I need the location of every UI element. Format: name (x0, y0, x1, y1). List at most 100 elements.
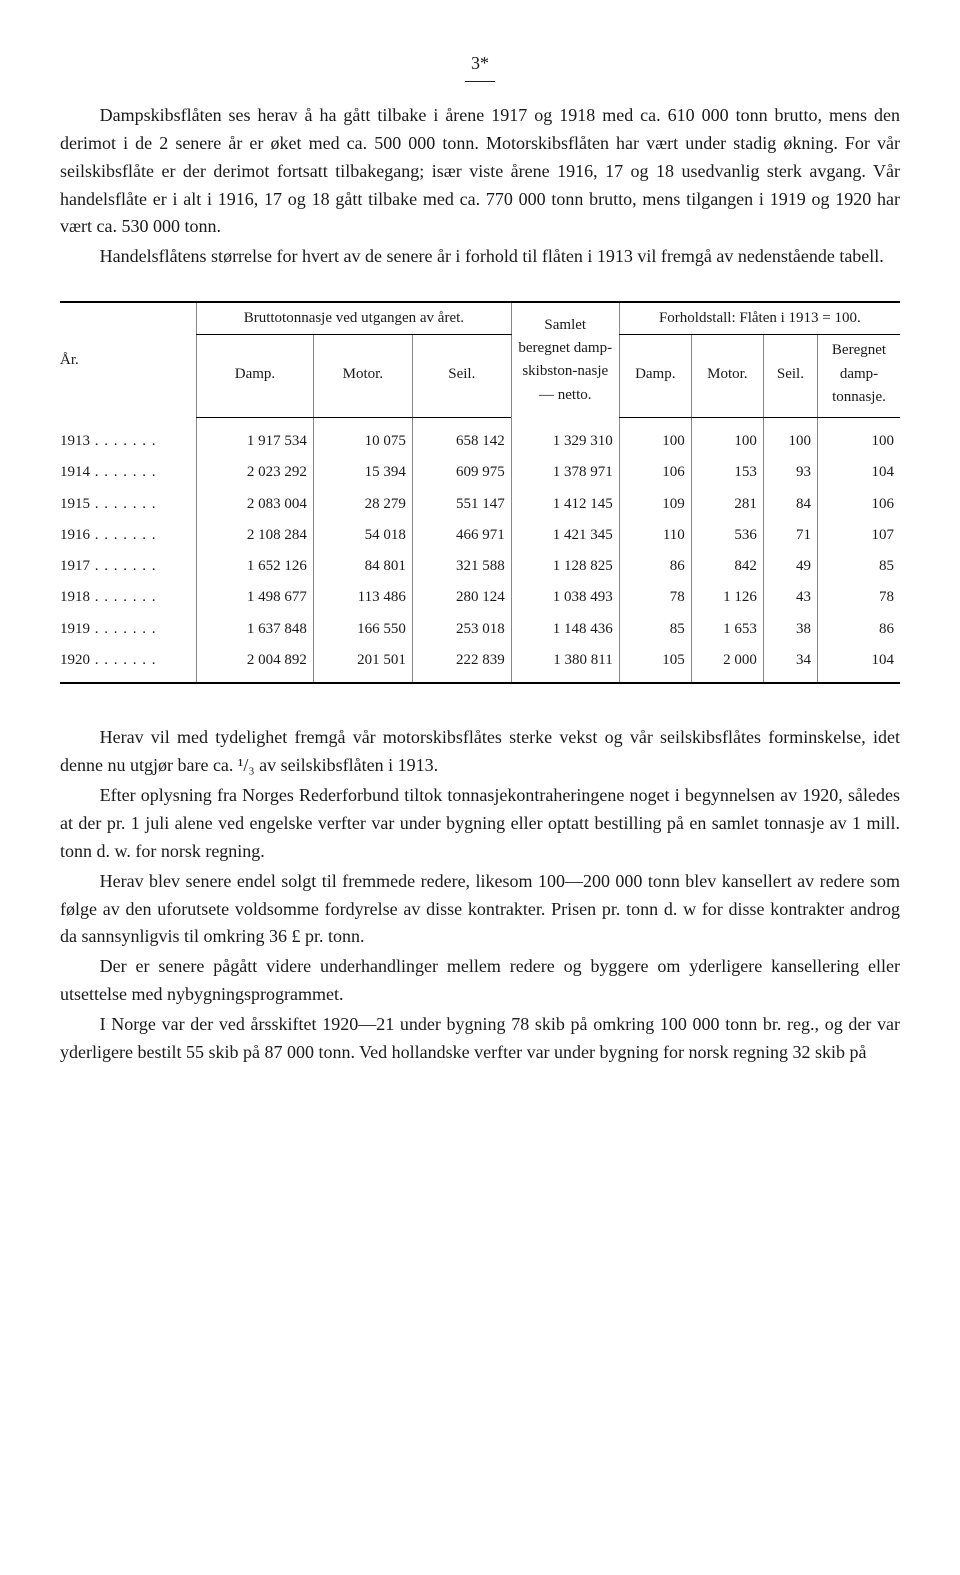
cell-fdamp: 100 (619, 418, 691, 458)
cell-motor: 28 279 (313, 489, 412, 520)
cell-damp: 2 023 292 (197, 457, 314, 488)
cell-samlet: 1 421 345 (511, 520, 619, 551)
paragraph-bottom-5: I Norge var der ved årsskiftet 1920—21 u… (60, 1011, 900, 1067)
cell-damp: 1 652 126 (197, 551, 314, 582)
cell-fseil: 84 (763, 489, 817, 520)
table-row: 19131 917 53410 075658 1421 329 31010010… (60, 418, 900, 458)
cell-fmotor: 536 (691, 520, 763, 551)
table-row: 19162 108 28454 018466 9711 421 34511053… (60, 520, 900, 551)
cell-motor: 54 018 (313, 520, 412, 551)
th-group-forhold: Forholdstall: Flåten i 1913 = 100. (619, 302, 900, 335)
cell-fdamp: 105 (619, 645, 691, 683)
cell-motor: 166 550 (313, 614, 412, 645)
th-beregnet: Beregnet damp-tonnasje. (818, 335, 901, 418)
cell-fdamp: 78 (619, 582, 691, 613)
cell-fmotor: 153 (691, 457, 763, 488)
th-damp: Damp. (197, 335, 314, 418)
cell-damp: 2 004 892 (197, 645, 314, 683)
cell-seil: 551 147 (412, 489, 511, 520)
cell-fmotor: 281 (691, 489, 763, 520)
cell-year: 1914 (60, 457, 197, 488)
cell-fdamp: 110 (619, 520, 691, 551)
paragraph-top-2: Handelsflåtens størrelse for hvert av de… (60, 243, 900, 271)
fleet-table: År. Bruttotonnasje ved utgangen av året.… (60, 301, 900, 684)
cell-fseil: 71 (763, 520, 817, 551)
cell-year: 1916 (60, 520, 197, 551)
cell-motor: 84 801 (313, 551, 412, 582)
cell-samlet: 1 128 825 (511, 551, 619, 582)
cell-fmotor: 1 126 (691, 582, 763, 613)
th-year: År. (60, 302, 197, 418)
cell-seil: 253 018 (412, 614, 511, 645)
cell-year: 1915 (60, 489, 197, 520)
table-row: 19171 652 12684 801321 5881 128 82586842… (60, 551, 900, 582)
cell-fdamp: 86 (619, 551, 691, 582)
cell-seil: 466 971 (412, 520, 511, 551)
cell-samlet: 1 378 971 (511, 457, 619, 488)
cell-samlet: 1 380 811 (511, 645, 619, 683)
cell-fmotor: 100 (691, 418, 763, 458)
cell-year: 1920 (60, 645, 197, 683)
cell-fseil: 34 (763, 645, 817, 683)
cell-motor: 201 501 (313, 645, 412, 683)
page-number: 3* (465, 50, 495, 82)
th-motor2: Motor. (691, 335, 763, 418)
cell-seil: 609 975 (412, 457, 511, 488)
cell-fseil: 43 (763, 582, 817, 613)
cell-fber: 86 (818, 614, 901, 645)
cell-fber: 78 (818, 582, 901, 613)
table-row: 19152 083 00428 279551 1471 412 14510928… (60, 489, 900, 520)
cell-year: 1917 (60, 551, 197, 582)
paragraph-bottom-2: Efter oplysning fra Norges Rederforbund … (60, 782, 900, 866)
cell-seil: 280 124 (412, 582, 511, 613)
cell-fseil: 38 (763, 614, 817, 645)
paragraph-bottom-3: Herav blev senere endel solgt til fremme… (60, 868, 900, 952)
th-motor: Motor. (313, 335, 412, 418)
cell-fber: 104 (818, 645, 901, 683)
cell-samlet: 1 038 493 (511, 582, 619, 613)
th-group-brutto: Bruttotonnasje ved utgangen av året. (197, 302, 512, 335)
cell-fdamp: 106 (619, 457, 691, 488)
cell-fdamp: 85 (619, 614, 691, 645)
cell-seil: 222 839 (412, 645, 511, 683)
paragraph-bottom-4: Der er senere pågått videre underhandlin… (60, 953, 900, 1009)
cell-year: 1919 (60, 614, 197, 645)
cell-fseil: 93 (763, 457, 817, 488)
th-damp2: Damp. (619, 335, 691, 418)
th-seil: Seil. (412, 335, 511, 418)
cell-fdamp: 109 (619, 489, 691, 520)
cell-fmotor: 842 (691, 551, 763, 582)
cell-fmotor: 2 000 (691, 645, 763, 683)
cell-damp: 1 917 534 (197, 418, 314, 458)
cell-year: 1913 (60, 418, 197, 458)
cell-fber: 107 (818, 520, 901, 551)
cell-samlet: 1 148 436 (511, 614, 619, 645)
cell-samlet: 1 329 310 (511, 418, 619, 458)
cell-fseil: 49 (763, 551, 817, 582)
cell-fseil: 100 (763, 418, 817, 458)
cell-seil: 321 588 (412, 551, 511, 582)
th-seil2: Seil. (763, 335, 817, 418)
cell-fber: 100 (818, 418, 901, 458)
cell-damp: 2 083 004 (197, 489, 314, 520)
table-row: 19142 023 29215 394609 9751 378 97110615… (60, 457, 900, 488)
table-row: 19181 498 677113 486280 1241 038 493781 … (60, 582, 900, 613)
table-row: 19202 004 892201 501222 8391 380 8111052… (60, 645, 900, 683)
cell-damp: 1 498 677 (197, 582, 314, 613)
cell-damp: 1 637 848 (197, 614, 314, 645)
paragraph-bottom-1: Herav vil med tydelighet fremgå vår moto… (60, 724, 900, 780)
cell-motor: 15 394 (313, 457, 412, 488)
cell-motor: 10 075 (313, 418, 412, 458)
cell-damp: 2 108 284 (197, 520, 314, 551)
cell-year: 1918 (60, 582, 197, 613)
th-samlet: Samlet beregnet damp-skibston-nasje — ne… (511, 302, 619, 418)
cell-fmotor: 1 653 (691, 614, 763, 645)
table-row: 19191 637 848166 550253 0181 148 436851 … (60, 614, 900, 645)
cell-fber: 85 (818, 551, 901, 582)
cell-fber: 104 (818, 457, 901, 488)
cell-motor: 113 486 (313, 582, 412, 613)
cell-fber: 106 (818, 489, 901, 520)
cell-samlet: 1 412 145 (511, 489, 619, 520)
paragraph-top-1: Dampskibsflåten ses herav å ha gått tilb… (60, 102, 900, 241)
cell-seil: 658 142 (412, 418, 511, 458)
